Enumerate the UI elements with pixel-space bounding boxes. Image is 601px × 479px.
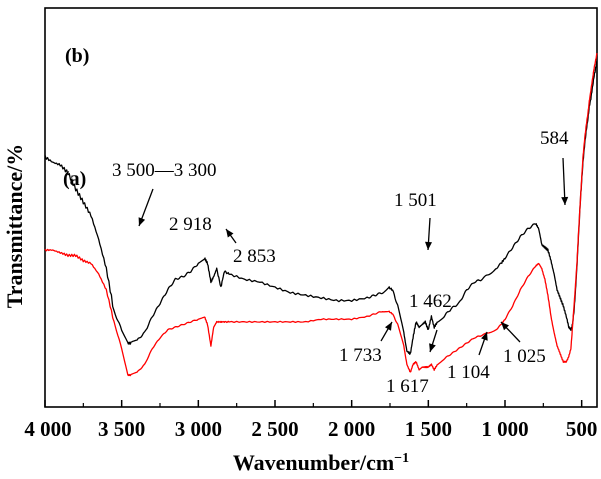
- annotation-3500-3300-label: 3 500—3 300: [112, 160, 217, 181]
- x-tick-label: 2 000: [328, 417, 375, 441]
- x-tick-label: 1 000: [481, 417, 528, 441]
- x-tick-layer: 4 000 3 500 3 000 2 500 2 000 1 500 1 000 500: [24, 400, 597, 441]
- x-tick-label: 1 500: [405, 417, 452, 441]
- x-tick-label: 500: [566, 417, 598, 441]
- x-tick-label: 3 500: [98, 417, 145, 441]
- plot-frame: [44, 7, 598, 408]
- plot-border: [44, 7, 598, 408]
- x-axis-title-text: Wavenumber/cm: [233, 450, 394, 475]
- annotation-2853-label: 2 853: [233, 246, 276, 267]
- annotation-584-arrow-head: [561, 196, 569, 205]
- y-axis-title: Transmittance/%: [2, 144, 27, 309]
- annotation-1104-label: 1 104: [447, 362, 490, 383]
- series-line-b: [44, 60, 598, 355]
- x-tick-label: 2 500: [251, 417, 298, 441]
- annotation-584-label: 584: [540, 128, 569, 149]
- annotation-2853-arrow-head: [226, 229, 234, 238]
- series-layer: [44, 52, 598, 377]
- annotation-1733-arrow-head: [385, 322, 392, 331]
- annotation-1104-arrow-head: [481, 332, 488, 341]
- annotation-1733-label: 1 733: [339, 345, 382, 366]
- annotation-2918-label: 2 918: [169, 214, 212, 235]
- annotation-1617-label: 1 617: [386, 376, 429, 397]
- x-axis-title: Wavenumber/cm−1: [233, 450, 409, 475]
- annotation-1462-label: 1 462: [409, 291, 452, 312]
- annotation-1462-arrow-head: [429, 343, 436, 352]
- x-tick-label: 4 000: [24, 417, 71, 441]
- x-axis-title-superscript: −1: [394, 451, 409, 466]
- annotation-1501-label: 1 501: [394, 190, 437, 211]
- annotation-1501-arrow-head: [425, 241, 432, 250]
- annotation-1025-arrow-head: [501, 322, 509, 331]
- series-line-a: [44, 52, 598, 377]
- annotation-1025-label: 1 025: [503, 346, 546, 367]
- x-tick-label: 3 000: [175, 417, 222, 441]
- annotation-3500-3300-arrow-head: [138, 217, 146, 226]
- series-label-a: (a): [63, 168, 86, 190]
- series-label-b: (b): [65, 45, 89, 67]
